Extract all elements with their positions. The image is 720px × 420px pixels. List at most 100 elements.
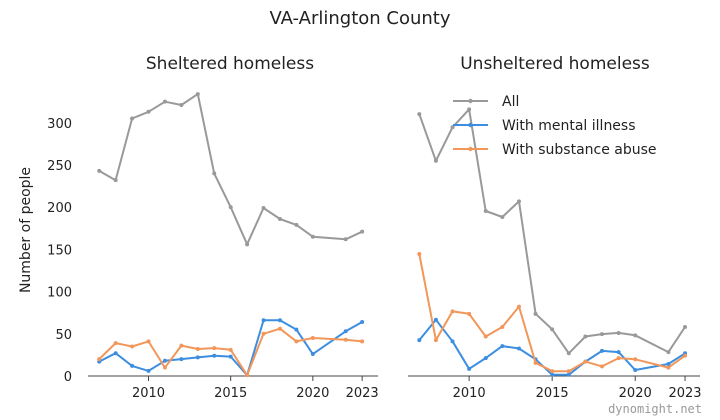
legend-label-with-mental-illness: With mental illness [502, 118, 636, 134]
data-point-with-substance-abuse [228, 347, 233, 352]
data-point-with-mental-illness [516, 346, 521, 351]
data-point-with-mental-illness [450, 339, 455, 344]
data-point-with-mental-illness [113, 351, 118, 356]
data-point-all [360, 229, 365, 234]
data-point-all [500, 214, 505, 219]
data-point-with-mental-illness [294, 327, 299, 332]
data-point-with-mental-illness [360, 319, 365, 324]
data-point-with-substance-abuse [130, 344, 135, 349]
panel-title-unsheltered: Unsheltered homeless [460, 54, 650, 74]
data-point-all [467, 107, 472, 112]
data-point-with-mental-illness [417, 338, 422, 343]
data-point-all [683, 324, 688, 329]
data-point-all [516, 199, 521, 204]
data-point-with-mental-illness [616, 350, 621, 355]
data-point-all [113, 178, 118, 183]
data-point-with-mental-illness [566, 372, 571, 377]
data-point-all [261, 206, 266, 211]
data-point-with-substance-abuse [360, 339, 365, 344]
data-point-all [550, 327, 555, 332]
data-point-all [583, 334, 588, 339]
data-point-with-substance-abuse [97, 357, 102, 362]
data-point-with-substance-abuse [433, 338, 438, 343]
series-line-all [418, 108, 686, 355]
data-point-all [195, 92, 200, 97]
data-point-with-substance-abuse [566, 369, 571, 374]
figure-title: VA-Arlington County [269, 8, 450, 29]
data-point-with-substance-abuse [245, 373, 250, 378]
data-point-all [450, 125, 455, 130]
data-point-with-mental-illness [195, 355, 200, 360]
data-point-all [566, 351, 571, 356]
panel-unsheltered: Unsheltered homeless 2010 2015 2020 2023 [408, 54, 702, 401]
legend-label-with-substance-abuse: With substance abuse [502, 142, 657, 158]
data-point-with-substance-abuse [146, 339, 151, 344]
x-tick-label: 2015 [536, 386, 569, 401]
data-point-all [483, 208, 488, 213]
data-point-with-mental-illness [433, 317, 438, 322]
data-point-all [212, 171, 217, 176]
data-point-with-substance-abuse [450, 309, 455, 314]
data-point-all [417, 112, 422, 117]
data-point-with-substance-abuse [343, 337, 348, 342]
data-point-with-mental-illness [633, 368, 638, 373]
legend-marker-with-substance-abuse [468, 146, 473, 152]
data-point-with-substance-abuse [162, 365, 167, 370]
data-point-all [97, 168, 102, 173]
watermark: dynomight.net [608, 402, 702, 416]
data-point-with-mental-illness [277, 318, 282, 323]
data-point-all [146, 109, 151, 114]
data-point-with-substance-abuse [417, 252, 422, 257]
y-tick-label: 0 [64, 370, 72, 385]
data-point-with-mental-illness [146, 368, 151, 373]
x-tick-label: 2010 [132, 386, 165, 401]
data-point-with-mental-illness [599, 348, 604, 353]
data-point-with-substance-abuse [666, 365, 671, 370]
data-point-with-substance-abuse [599, 364, 604, 369]
series-line-with-substance-abuse [98, 327, 363, 377]
data-point-with-substance-abuse [212, 346, 217, 351]
data-point-with-mental-illness [261, 318, 266, 323]
data-point-all [343, 237, 348, 242]
data-point-all [666, 350, 671, 355]
y-tick-label: 200 [47, 201, 72, 216]
data-point-with-substance-abuse [500, 324, 505, 329]
x-tick-label: 2020 [619, 386, 652, 401]
panel-title-sheltered: Sheltered homeless [146, 54, 314, 74]
data-point-with-mental-illness [483, 356, 488, 361]
legend-marker-all [468, 98, 473, 104]
legend-label-all: All [502, 94, 519, 110]
y-tick-label: 250 [47, 159, 72, 174]
data-point-with-mental-illness [550, 372, 555, 377]
data-point-with-substance-abuse [277, 326, 282, 331]
y-tick-label: 100 [47, 286, 72, 301]
data-point-with-substance-abuse [633, 357, 638, 362]
series-line-with-mental-illness [98, 319, 363, 377]
data-point-with-mental-illness [228, 354, 233, 359]
data-point-with-substance-abuse [533, 360, 538, 365]
data-point-with-substance-abuse [195, 346, 200, 351]
data-point-all [130, 116, 135, 121]
data-point-with-substance-abuse [616, 356, 621, 361]
data-point-all [599, 332, 604, 337]
data-point-all [310, 234, 315, 239]
data-point-with-mental-illness [666, 362, 671, 367]
y-tick-label: 150 [47, 243, 72, 258]
data-point-with-substance-abuse [294, 339, 299, 344]
data-point-with-substance-abuse [583, 359, 588, 364]
data-point-with-mental-illness [212, 353, 217, 358]
data-point-with-mental-illness [130, 363, 135, 368]
data-point-with-substance-abuse [179, 343, 184, 348]
data-point-all [162, 99, 167, 104]
x-tick-label: 2015 [214, 386, 247, 401]
data-point-all [616, 330, 621, 335]
data-point-with-substance-abuse [310, 336, 315, 341]
x-tick-label: 2023 [346, 386, 379, 401]
data-point-with-mental-illness [467, 366, 472, 371]
data-point-all [533, 311, 538, 316]
panel-sheltered: Sheltered homeless Number of people 0 50 1… [18, 54, 379, 401]
data-point-with-mental-illness [179, 357, 184, 362]
legend-marker-with-mental-illness [468, 122, 473, 128]
y-tick-label: 50 [55, 328, 72, 343]
data-point-all [433, 158, 438, 163]
